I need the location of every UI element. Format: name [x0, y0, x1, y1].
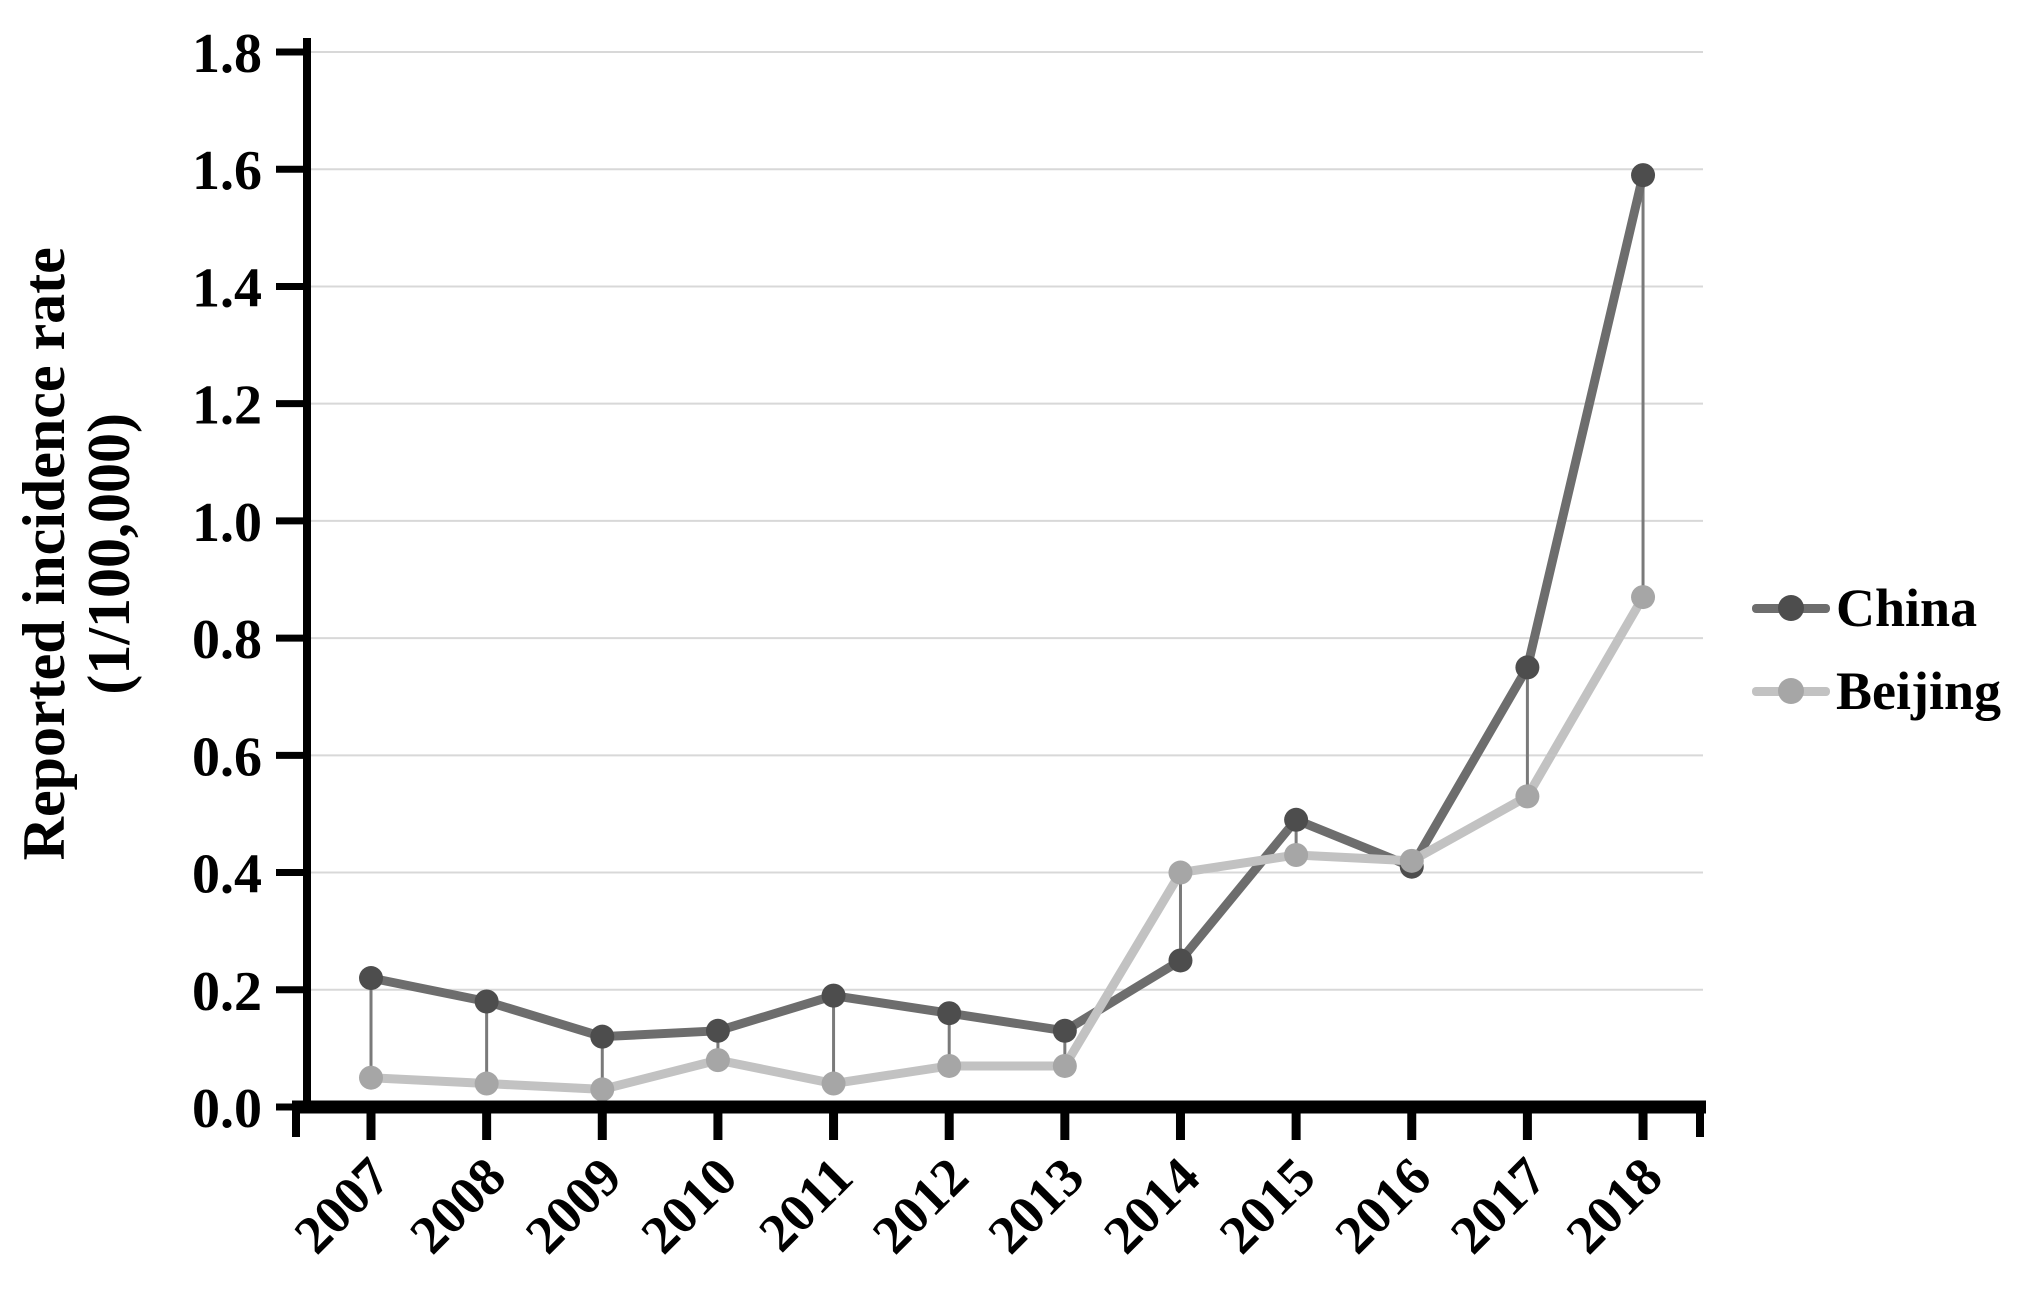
- x-tick-label: 2011: [747, 1146, 864, 1263]
- x-tick-label: 2014: [1092, 1146, 1211, 1265]
- x-tick-label: 2015: [1208, 1146, 1327, 1265]
- china-data-point: [359, 966, 383, 991]
- china-legend-dot-icon: [1778, 595, 1804, 621]
- y-tick-label: 1.2: [192, 375, 262, 437]
- beijing-data-point: [1168, 860, 1193, 885]
- legend-item-beijing: Beijing: [1752, 661, 2001, 721]
- china-data-point: [1052, 1018, 1077, 1043]
- china-data-point: [1168, 948, 1193, 973]
- beijing-data-point: [590, 1077, 615, 1102]
- legend-label-beijing: Beijing: [1836, 661, 2002, 721]
- beijing-data-point: [1631, 585, 1656, 610]
- china-data-point: [590, 1024, 615, 1049]
- china-data-point: [705, 1018, 730, 1043]
- beijing-data-point: [1399, 848, 1424, 873]
- y-tick-label: 0.4: [192, 844, 262, 906]
- legend-item-china: China: [1752, 578, 2001, 638]
- x-tick-label: 2010: [630, 1146, 749, 1265]
- x-tick-label: 2009: [514, 1146, 633, 1265]
- x-tick-label: 2016: [1323, 1146, 1442, 1265]
- y-tick-label: 0.2: [192, 961, 262, 1023]
- x-tick-label: 2013: [977, 1146, 1096, 1265]
- y-tick-label: 1.4: [192, 257, 262, 319]
- x-tick-label: 2007: [283, 1146, 402, 1265]
- china-data-point: [1284, 807, 1309, 832]
- beijing-data-point: [474, 1071, 499, 1096]
- beijing-legend-dot-icon: [1778, 678, 1804, 704]
- x-tick-label: 2008: [398, 1146, 517, 1265]
- china-data-point: [474, 989, 499, 1014]
- beijing-series-line: [366, 592, 1648, 1094]
- china-data-point: [821, 983, 846, 1008]
- beijing-data-point: [937, 1053, 962, 1078]
- legend: China Beijing: [1752, 578, 2001, 721]
- x-tick-label: 2012: [861, 1146, 980, 1265]
- china-data-point: [937, 1001, 962, 1026]
- legend-label-china: China: [1836, 578, 1978, 638]
- x-tick-label: 2017: [1439, 1146, 1558, 1265]
- beijing-data-point: [1284, 842, 1309, 867]
- beijing-data-point: [1515, 784, 1540, 809]
- china-data-point: [1515, 655, 1540, 680]
- y-tick-label: 0.0: [192, 1078, 262, 1140]
- y-axis-title-line2: (1/100,000): [76, 412, 142, 695]
- x-tick-label: 2018: [1555, 1146, 1674, 1265]
- y-tick-label: 1.8: [192, 23, 262, 85]
- y-axis-title: Reported incidence rate (1/100,000): [11, 164, 142, 944]
- beijing-data-point: [359, 1065, 383, 1090]
- y-tick-label: 1.0: [192, 492, 262, 554]
- y-tick-label: 0.6: [192, 726, 262, 788]
- y-tick-label: 1.6: [192, 140, 262, 202]
- china-legend-line-icon: [1752, 595, 1830, 621]
- beijing-data-point: [821, 1071, 846, 1096]
- beijing-data-point: [705, 1048, 730, 1073]
- china-data-point: [1631, 163, 1656, 188]
- y-tick-label: 0.8: [192, 609, 262, 671]
- beijing-legend-line-icon: [1752, 678, 1830, 704]
- y-axis-title-line1: Reported incidence rate: [11, 247, 78, 861]
- beijing-data-point: [1052, 1053, 1077, 1078]
- china-series-line: [366, 170, 1648, 1042]
